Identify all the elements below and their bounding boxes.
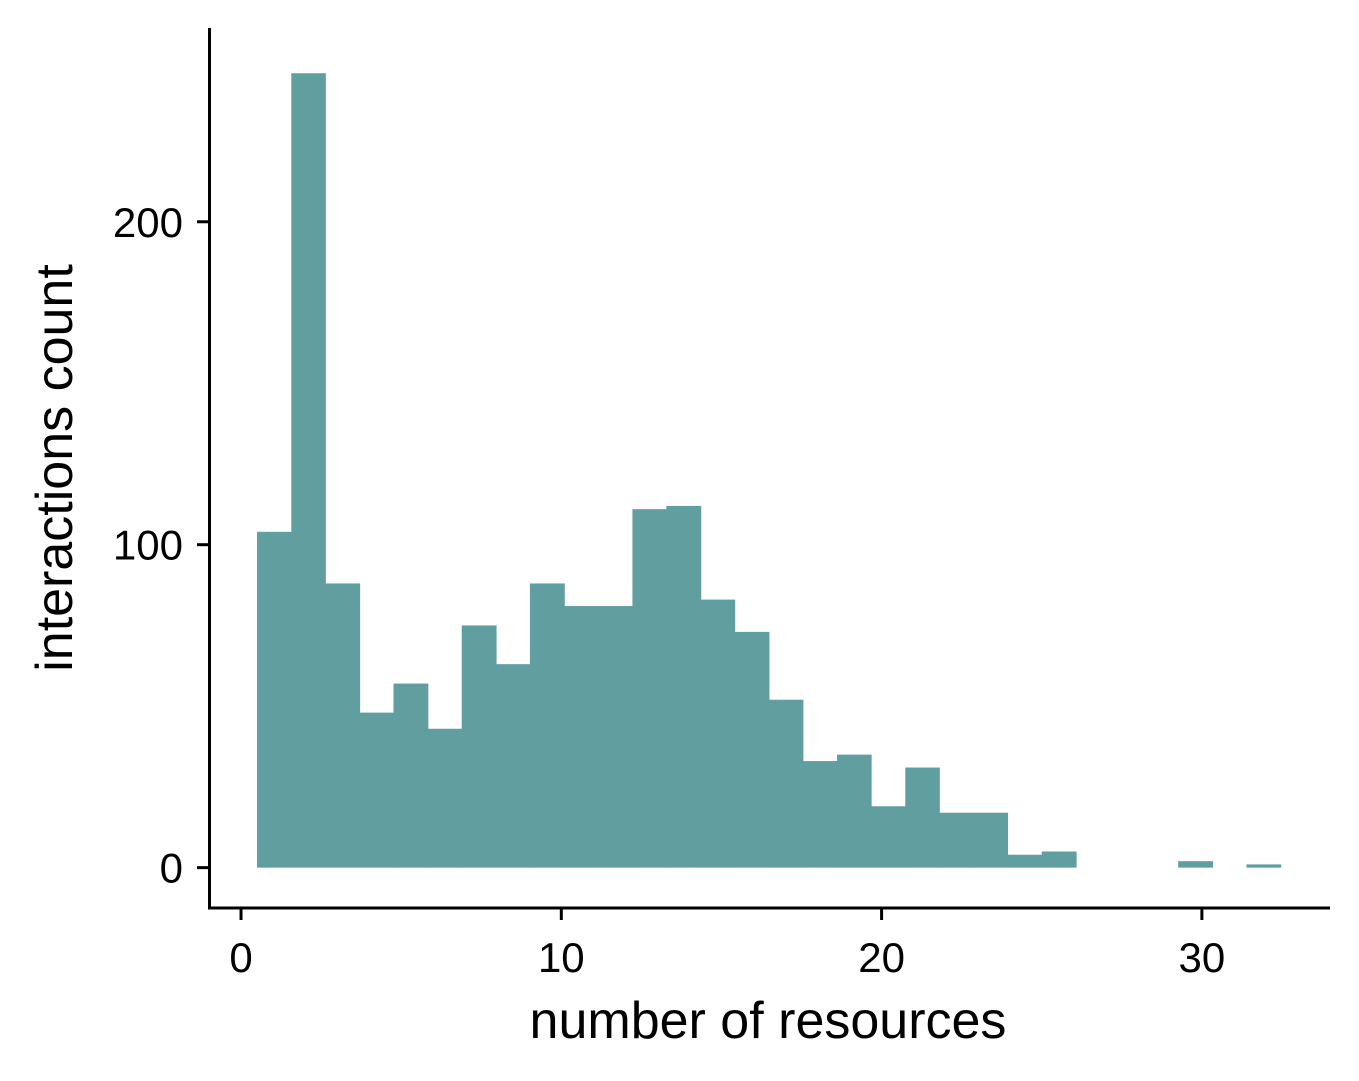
histogram-bar-7 xyxy=(495,664,531,868)
histogram-bar-10 xyxy=(598,606,634,868)
histogram-bar-29 xyxy=(1246,864,1282,868)
y-tick-label-1: 100 xyxy=(113,522,183,569)
histogram-bar-3 xyxy=(359,712,395,868)
x-tick-label-2: 20 xyxy=(858,934,905,981)
histogram-bar-0 xyxy=(257,531,292,868)
y-tick-label-0: 0 xyxy=(160,845,183,892)
histogram-bar-19 xyxy=(905,767,940,868)
x-tick-label-0: 0 xyxy=(229,934,252,981)
histogram-bar-27 xyxy=(1178,861,1214,868)
histogram-bar-23 xyxy=(1041,851,1077,868)
histogram-bar-22 xyxy=(1007,854,1043,868)
histogram-bar-1 xyxy=(291,73,326,868)
histogram-bar-20 xyxy=(939,812,975,868)
histogram-bar-5 xyxy=(427,728,463,868)
histogram-bar-14 xyxy=(734,631,770,868)
histogram-bar-6 xyxy=(461,625,497,868)
y-tick-label-2: 200 xyxy=(113,199,183,246)
x-tick-label-1: 10 xyxy=(538,934,585,981)
histogram-bar-9 xyxy=(564,606,599,868)
x-tick-label-3: 30 xyxy=(1179,934,1226,981)
x-axis-ticks: 0 10 20 30 xyxy=(229,908,1225,981)
histogram-bars xyxy=(257,73,1282,868)
histogram-bar-15 xyxy=(768,699,804,868)
y-axis-title: interactions count xyxy=(26,264,84,672)
histogram-bar-16 xyxy=(802,761,838,868)
histogram-bar-2 xyxy=(325,583,361,868)
histogram-bar-18 xyxy=(871,806,906,868)
histogram-bar-13 xyxy=(700,599,736,868)
x-axis-title: number of resources xyxy=(530,992,1007,1050)
histogram-bar-4 xyxy=(393,683,429,868)
histogram-bar-21 xyxy=(973,812,1009,868)
histogram-bar-12 xyxy=(666,505,702,868)
histogram-bar-8 xyxy=(529,583,565,868)
histogram-bar-17 xyxy=(837,754,872,868)
y-axis-ticks: 0 100 200 xyxy=(113,199,209,892)
histogram-bar-11 xyxy=(632,509,667,868)
